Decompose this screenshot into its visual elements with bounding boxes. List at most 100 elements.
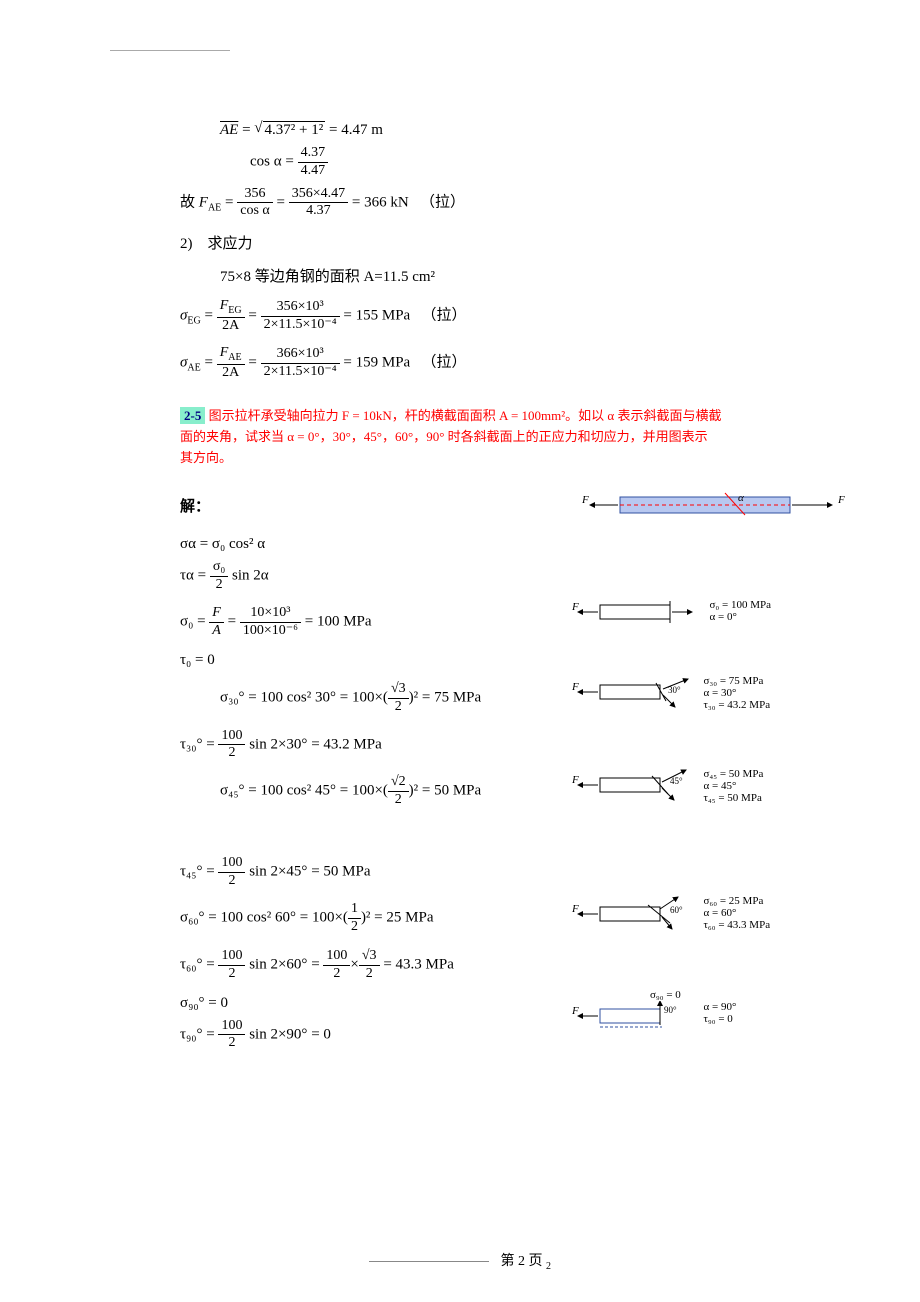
t60-fd2: 2 [359, 966, 380, 983]
main-diagram: F F α [570, 489, 850, 525]
ta-suf: sin 2α [232, 568, 269, 584]
ta-lhs: τα [180, 568, 194, 584]
seg-d1: 2A [217, 318, 245, 335]
s60-fn: 1 [348, 901, 361, 919]
footer-prefix: 第 [501, 1254, 515, 1269]
t45-n: 100 [218, 855, 245, 873]
seg-F: F [220, 298, 229, 313]
s60-lhs: σ₆₀° [180, 910, 205, 926]
d60-alpha: α = 60° [704, 907, 771, 919]
sae-Fsub: AE [228, 352, 241, 363]
eq-tau-alpha: τα = σ₀2 sin 2α [180, 559, 860, 594]
diagram-45: F 45° [570, 768, 700, 802]
diagram-60: F 60° [570, 895, 700, 933]
problem-text2: 面的夹角，试求当 α = 0°，30°，45°，60°，90° 时各斜截面上的正… [180, 429, 708, 444]
t45-d: 2 [218, 873, 245, 890]
t60-n2: 100 [323, 948, 350, 966]
eq-tau45: τ₄₅° = 1002 sin 2×45° = 50 MPa [180, 855, 860, 890]
seg-Fsub: EG [228, 305, 241, 316]
s45-fn: √2 [388, 774, 409, 792]
eq-sigma-eg: σEG = FEG2A = 356×10³2×11.5×10⁻⁴ = 155 M… [180, 298, 860, 335]
fae-note: （拉） [427, 194, 465, 210]
eq-tau90: τ₉₀° = 1002 sin 2×90° = 0 [180, 1018, 560, 1053]
s0-d2: 100×10⁻⁶ [240, 623, 301, 640]
footer-num: 2 [518, 1254, 525, 1269]
d0-alpha: α = 0° [710, 611, 772, 623]
s0-result: 100 MPa [317, 614, 372, 630]
t30-d: 2 [218, 745, 245, 762]
eq-ae: AE = √4.37² + 1² = 4.47 m [220, 121, 860, 139]
footer-suffix: 页 [529, 1254, 543, 1269]
sae-note: （拉） [429, 355, 467, 371]
svg-text:90°: 90° [664, 1005, 677, 1015]
problem-text3: 其方向。 [180, 450, 232, 465]
cos-lhs: cos α [250, 154, 282, 170]
t90-lhs: τ₉₀° [180, 1026, 203, 1042]
gu-prefix: 故 [180, 194, 195, 210]
top-rule [110, 50, 230, 51]
d30-sigma: σ₃₀ = 75 MPa [704, 675, 771, 687]
svg-text:F: F [571, 903, 579, 915]
svg-text:F: F [581, 494, 589, 506]
problem-text1: 图示拉杆承受轴向拉力 F = 10kN，杆的横截面面积 A = 100mm²。如… [209, 408, 722, 423]
t30-lhs: τ₃₀° [180, 736, 203, 752]
eq-sigma45: σ₄₅° = 100 cos² 45° = 100×(√22)² = 50 MP… [220, 774, 560, 809]
t45-mid: sin 2×45° [249, 863, 307, 879]
d60-tau: τ₆₀ = 43.3 MPa [704, 919, 771, 931]
s30-lhs: σ₃₀° [220, 690, 245, 706]
s45-mid: 100 cos² 45° [261, 783, 337, 799]
fae-d2: 4.37 [289, 203, 348, 220]
eq-sigma90: σ₉₀° = 0 [180, 995, 560, 1012]
s0-n2: 10×10³ [240, 605, 301, 623]
s30-fn: √3 [388, 681, 409, 699]
problem-2-5: 2-5 图示拉杆承受轴向拉力 F = 10kN，杆的横截面面积 A = 100m… [180, 406, 860, 468]
fae-sub: AE [208, 202, 221, 213]
t60-n: 100 [218, 948, 245, 966]
diagram-0: F [570, 599, 700, 627]
svg-text:F: F [571, 1005, 579, 1017]
eq-sigma30: σ₃₀° = 100 cos² 30° = 100×(√32)² = 75 MP… [220, 681, 560, 716]
step2: 2) 求应力 [180, 232, 860, 253]
problem-label: 2-5 [180, 407, 205, 424]
eq-ae-result: 4.47 m [341, 122, 383, 138]
cos-num: 4.37 [298, 145, 329, 163]
sae-sub: AE [187, 363, 200, 374]
s30-fd: 2 [388, 699, 409, 716]
t60-result: 43.3 MPa [396, 957, 454, 973]
t60-d2: 2 [323, 966, 350, 983]
d45-tau: τ₄₅ = 50 MPa [704, 792, 764, 804]
svg-text:45°: 45° [670, 776, 683, 786]
svg-text:α: α [738, 492, 744, 504]
svg-text:F: F [571, 774, 579, 786]
eq-tau30: τ₃₀° = 1002 sin 2×30° = 43.2 MPa [180, 728, 860, 763]
fae-n2: 356×4.47 [289, 186, 348, 204]
t90-n: 100 [218, 1018, 245, 1036]
seg-note: （拉） [429, 308, 467, 324]
eq-sigma60: σ₆₀° = 100 cos² 60° = 100×(12)² = 25 MPa [180, 901, 560, 936]
seg-d2: 2×11.5×10⁻⁴ [261, 317, 340, 334]
svg-text:60°: 60° [670, 905, 683, 915]
ta-den: 2 [210, 577, 228, 594]
d30-alpha: α = 30° [704, 687, 771, 699]
eq-ae-rad: 4.37² + 1² [265, 122, 324, 138]
svg-text:F: F [571, 601, 579, 613]
t45-lhs: τ₄₅° [180, 863, 203, 879]
t90-mid: sin 2×90° [249, 1026, 307, 1042]
fae-F: F [199, 194, 208, 210]
sae-d1: 2A [217, 365, 245, 382]
d90-sigma: σ₉₀ = 0 [650, 989, 840, 1001]
d45-sigma: σ₄₅ = 50 MPa [704, 768, 764, 780]
fae-n1: 356 [237, 186, 273, 204]
d90-alpha: α = 90° [704, 1001, 737, 1013]
cos-den: 4.47 [298, 163, 329, 180]
t90-result: 0 [323, 1026, 331, 1042]
sae-result: 159 MPa [356, 355, 411, 371]
svg-text:F: F [571, 681, 579, 693]
page-footer: 第 2 页 2 [0, 1250, 920, 1272]
eq-tau60: τ₆₀° = 1002 sin 2×60° = 1002×√32 = 43.3 … [180, 948, 860, 983]
t60-fn2: √3 [359, 948, 380, 966]
d90-tau: τ₉₀ = 0 [704, 1013, 737, 1025]
fae-d1: cos α [237, 203, 273, 220]
fae-result: 366 kN [364, 194, 409, 210]
angle-steel-note: 75×8 等边角钢的面积 A=11.5 cm² [220, 265, 860, 286]
